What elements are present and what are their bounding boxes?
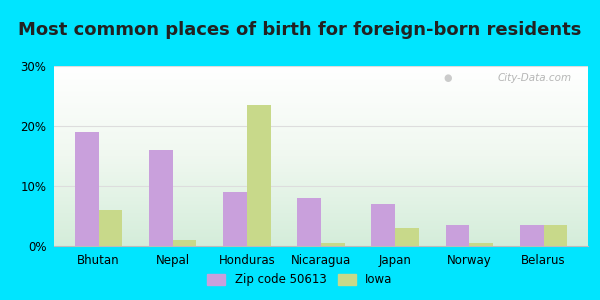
- Bar: [321, 243, 345, 246]
- Bar: [223, 192, 247, 246]
- Bar: [247, 105, 271, 246]
- Bar: [446, 225, 469, 246]
- Legend: Zip code 50613, Iowa: Zip code 50613, Iowa: [203, 269, 397, 291]
- Bar: [75, 132, 98, 246]
- Bar: [544, 225, 567, 246]
- Bar: [149, 150, 173, 246]
- Bar: [371, 204, 395, 246]
- Bar: [469, 243, 493, 246]
- Text: Most common places of birth for foreign-born residents: Most common places of birth for foreign-…: [19, 21, 581, 39]
- Text: ●: ●: [443, 73, 452, 83]
- Bar: [395, 228, 419, 246]
- Text: City-Data.com: City-Data.com: [498, 73, 572, 83]
- Bar: [173, 240, 196, 246]
- Bar: [98, 210, 122, 246]
- Bar: [297, 198, 321, 246]
- Bar: [520, 225, 544, 246]
